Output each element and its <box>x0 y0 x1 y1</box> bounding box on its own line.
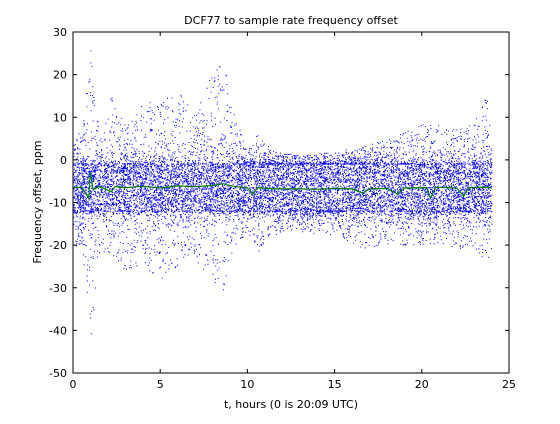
y-tick-label: 10 <box>53 111 67 124</box>
line-series-path <box>72 172 492 201</box>
x-tick-label: 5 <box>157 378 164 391</box>
x-axis-ticks: 0 5 10 15 20 25 <box>70 32 516 391</box>
x-tick-label: 10 <box>240 378 254 391</box>
scatter-core-points <box>73 163 493 212</box>
y-tick-label: -10 <box>49 197 67 210</box>
y-tick-label: 20 <box>53 69 67 82</box>
y-axis-label: Frequency offset, ppm <box>31 140 44 263</box>
x-axis-label: t, hours (0 is 20:09 UTC) <box>224 398 358 411</box>
y-tick-label: -40 <box>49 324 67 337</box>
y-tick-label: 0 <box>60 154 67 167</box>
x-tick-label: 20 <box>415 378 429 391</box>
y-tick-label: 30 <box>53 26 67 39</box>
y-tick-label: -50 <box>49 367 67 380</box>
y-axis-ticks: -50 -40 -30 -20 -10 0 10 20 30 <box>49 26 509 380</box>
scatter-series <box>73 50 493 335</box>
x-tick-label: 0 <box>70 378 77 391</box>
chart-title: DCF77 to sample rate frequency offset <box>184 14 398 27</box>
line-series <box>72 172 492 201</box>
scatter-outlier-points <box>73 50 493 335</box>
y-tick-label: -20 <box>49 239 67 252</box>
x-tick-label: 15 <box>328 378 342 391</box>
x-tick-label: 25 <box>502 378 516 391</box>
y-tick-label: -30 <box>49 282 67 295</box>
